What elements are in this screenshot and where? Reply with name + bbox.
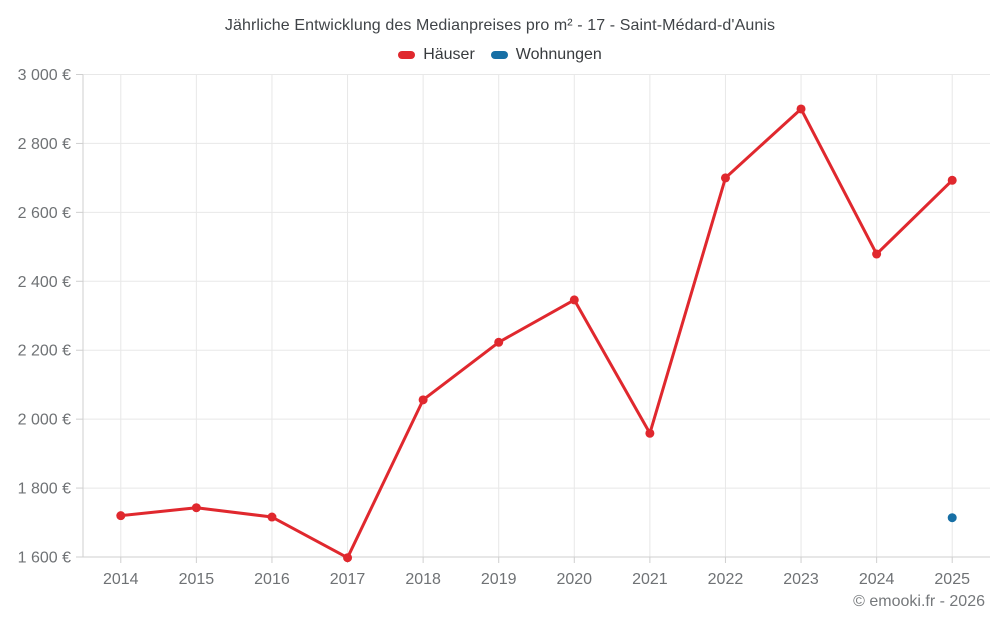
- data-point-häuser[interactable]: [418, 395, 428, 405]
- credit-link[interactable]: © emooki.fr - 2026: [853, 593, 985, 610]
- data-point-häuser[interactable]: [796, 104, 806, 114]
- x-axis-label: 2017: [330, 571, 366, 588]
- hauser-series-swatch-icon: [398, 51, 416, 59]
- y-axis-label: 2 600 €: [18, 205, 71, 222]
- x-axis-label: 2023: [783, 571, 819, 588]
- legend-item-wohnungen[interactable]: Wohnungen: [490, 46, 602, 64]
- x-axis-label: 2025: [934, 571, 970, 588]
- data-point-häuser[interactable]: [872, 249, 882, 259]
- series-line-häuser: [119, 107, 954, 560]
- y-axis-label: 2 000 €: [18, 412, 71, 429]
- x-axis-label: 2019: [481, 571, 517, 588]
- legend-item-hauser[interactable]: Häuser: [398, 46, 475, 64]
- data-point-häuser[interactable]: [947, 175, 957, 185]
- chart-title: Jährliche Entwicklung des Medianpreises …: [224, 17, 776, 34]
- data-point-häuser[interactable]: [645, 428, 655, 438]
- legend: Häuser Wohnungen: [0, 46, 1000, 64]
- data-point-häuser[interactable]: [569, 295, 579, 305]
- legend-label-hauser: Häuser: [423, 46, 475, 63]
- data-point-häuser[interactable]: [267, 512, 277, 522]
- y-axis-label: 2 400 €: [18, 274, 71, 291]
- x-axis-label: 2022: [708, 571, 744, 588]
- x-axis-label: 2014: [103, 571, 139, 588]
- data-point-häuser[interactable]: [116, 511, 126, 521]
- y-axis-label: 3 000 €: [18, 67, 71, 84]
- x-axis-label: 2020: [556, 571, 592, 588]
- data-point-häuser[interactable]: [191, 503, 201, 513]
- data-point-wohnungen[interactable]: [947, 513, 957, 523]
- x-axis-label: 2015: [179, 571, 215, 588]
- data-point-häuser[interactable]: [720, 173, 730, 183]
- y-axis-label: 2 200 €: [18, 343, 71, 360]
- y-axis-label: 1 800 €: [18, 481, 71, 498]
- y-axis-label: 2 800 €: [18, 136, 71, 153]
- y-axis-label: 1 600 €: [18, 550, 71, 567]
- data-point-häuser[interactable]: [494, 337, 504, 347]
- x-axis-label: 2021: [632, 571, 668, 588]
- wohnungen-series-swatch-icon: [490, 51, 508, 59]
- x-axis-label: 2024: [859, 571, 895, 588]
- data-point-häuser[interactable]: [343, 553, 353, 563]
- legend-label-wohnungen: Wohnungen: [515, 46, 602, 63]
- x-axis-label: 2016: [254, 571, 290, 588]
- x-axis-label: 2018: [405, 571, 441, 588]
